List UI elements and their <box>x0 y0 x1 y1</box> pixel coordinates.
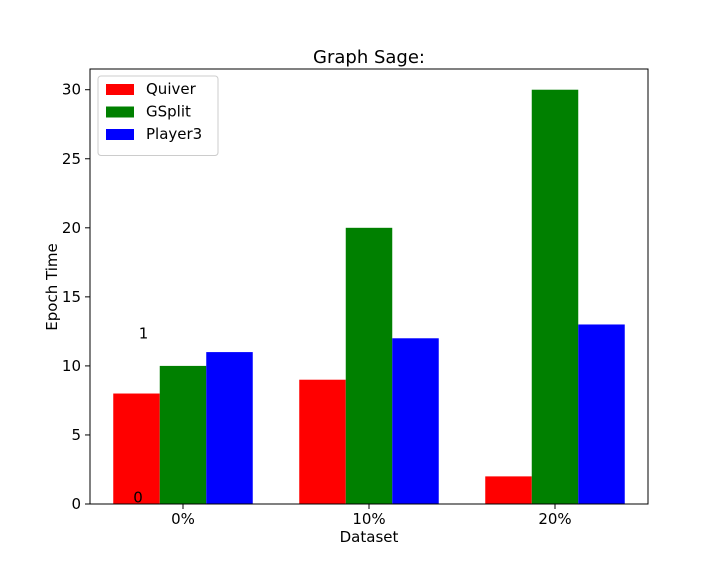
y-tick-label: 5 <box>71 426 81 444</box>
legend-label-gsplit: GSplit <box>146 103 191 121</box>
chart-title: Graph Sage: <box>313 47 425 68</box>
y-tick-label: 15 <box>62 288 81 306</box>
legend-swatch-quiver <box>106 84 134 95</box>
bars-group <box>113 89 625 505</box>
bar-player3-2 <box>578 324 625 504</box>
x-tick-label: 0% <box>171 510 195 528</box>
bar-gsplit-2 <box>531 89 579 504</box>
x-tick-label: 20% <box>538 510 571 528</box>
y-tick-label: 20 <box>62 219 81 237</box>
legend-label-quiver: Quiver <box>146 80 197 98</box>
bar-player3-0 <box>206 352 253 504</box>
x-axis: 0% 10% 20% <box>171 504 572 528</box>
y-axis: 0 5 10 15 20 25 30 <box>62 81 90 513</box>
legend: Quiver GSplit Player3 <box>97 75 219 156</box>
y-tick-label: 10 <box>62 357 81 375</box>
y-tick-label: 25 <box>62 150 81 168</box>
legend-label-player3: Player3 <box>146 125 202 143</box>
annotations-group: 01 <box>133 324 148 506</box>
bar-player3-1 <box>392 338 439 504</box>
y-tick-label: 30 <box>62 81 81 99</box>
x-tick-label: 10% <box>352 510 385 528</box>
legend-swatch-gsplit <box>106 106 134 118</box>
bar-quiver-0 <box>113 393 160 504</box>
bar-gsplit-1 <box>345 227 393 505</box>
bar-quiver-1 <box>299 379 346 504</box>
bar-quiver-2 <box>485 476 532 504</box>
x-axis-label: Dataset <box>340 528 399 546</box>
bar-gsplit-0 <box>159 365 207 504</box>
legend-swatch-player3 <box>106 129 134 140</box>
y-axis-label: Epoch Time <box>43 243 61 330</box>
annotation-0: 0 <box>133 489 143 507</box>
y-tick-label: 0 <box>71 495 81 513</box>
annotation-1: 1 <box>139 324 149 342</box>
